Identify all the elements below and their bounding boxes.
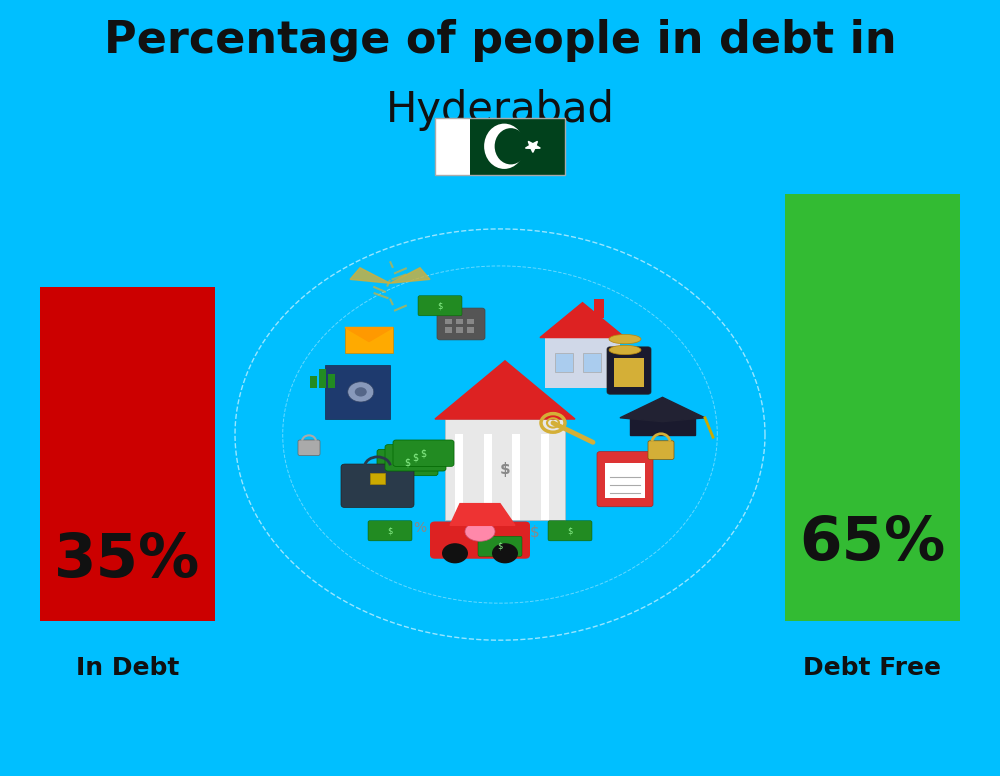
FancyBboxPatch shape xyxy=(393,440,454,466)
Polygon shape xyxy=(350,268,390,283)
FancyBboxPatch shape xyxy=(345,327,393,353)
FancyBboxPatch shape xyxy=(377,449,438,476)
FancyBboxPatch shape xyxy=(298,440,320,456)
FancyBboxPatch shape xyxy=(545,338,620,388)
FancyBboxPatch shape xyxy=(455,435,463,520)
Text: $: $ xyxy=(530,524,540,539)
FancyBboxPatch shape xyxy=(785,194,960,621)
FancyBboxPatch shape xyxy=(470,118,565,175)
FancyBboxPatch shape xyxy=(478,536,522,556)
Circle shape xyxy=(355,387,367,397)
FancyBboxPatch shape xyxy=(648,441,674,459)
Text: $: $ xyxy=(497,542,503,551)
Ellipse shape xyxy=(465,522,495,542)
FancyBboxPatch shape xyxy=(430,521,530,559)
Text: $: $ xyxy=(412,453,418,462)
FancyBboxPatch shape xyxy=(368,521,412,541)
Ellipse shape xyxy=(484,123,524,169)
Text: $: $ xyxy=(420,449,426,458)
FancyBboxPatch shape xyxy=(385,445,446,471)
FancyBboxPatch shape xyxy=(541,435,549,520)
Text: Hyderabad: Hyderabad xyxy=(386,89,614,131)
Ellipse shape xyxy=(495,128,527,165)
FancyBboxPatch shape xyxy=(467,319,474,324)
FancyBboxPatch shape xyxy=(456,319,463,324)
Ellipse shape xyxy=(609,345,641,355)
FancyBboxPatch shape xyxy=(328,374,335,388)
FancyBboxPatch shape xyxy=(437,308,485,340)
Text: $: $ xyxy=(387,526,393,535)
FancyBboxPatch shape xyxy=(370,473,385,484)
Text: $: $ xyxy=(567,526,573,535)
Circle shape xyxy=(492,543,518,563)
FancyBboxPatch shape xyxy=(597,452,653,507)
FancyBboxPatch shape xyxy=(484,435,492,520)
Polygon shape xyxy=(390,268,430,283)
Text: 65%: 65% xyxy=(799,514,946,573)
Ellipse shape xyxy=(609,356,641,365)
FancyBboxPatch shape xyxy=(445,327,452,333)
FancyBboxPatch shape xyxy=(555,353,573,372)
Text: $: $ xyxy=(404,458,410,467)
Polygon shape xyxy=(540,303,625,338)
Circle shape xyxy=(348,382,374,402)
FancyBboxPatch shape xyxy=(310,376,317,388)
Text: Debt Free: Debt Free xyxy=(803,656,941,680)
FancyBboxPatch shape xyxy=(341,464,414,508)
FancyBboxPatch shape xyxy=(512,435,520,520)
Text: %: % xyxy=(634,409,646,421)
Text: $: $ xyxy=(500,462,510,477)
Polygon shape xyxy=(450,504,515,525)
FancyBboxPatch shape xyxy=(435,118,470,175)
FancyBboxPatch shape xyxy=(594,299,604,318)
Text: $: $ xyxy=(437,301,443,310)
FancyBboxPatch shape xyxy=(605,463,645,498)
Polygon shape xyxy=(525,141,540,152)
FancyBboxPatch shape xyxy=(445,319,452,324)
Polygon shape xyxy=(345,327,393,341)
Ellipse shape xyxy=(609,334,641,344)
FancyBboxPatch shape xyxy=(418,296,462,316)
FancyBboxPatch shape xyxy=(319,369,326,388)
FancyBboxPatch shape xyxy=(614,358,644,387)
Polygon shape xyxy=(620,397,705,421)
Text: In Debt: In Debt xyxy=(76,656,179,680)
FancyBboxPatch shape xyxy=(40,287,215,621)
Text: Percentage of people in debt in: Percentage of people in debt in xyxy=(104,19,896,62)
Polygon shape xyxy=(630,417,695,435)
FancyBboxPatch shape xyxy=(445,419,565,520)
FancyBboxPatch shape xyxy=(548,521,592,541)
Polygon shape xyxy=(435,361,575,419)
Text: 35%: 35% xyxy=(54,532,201,591)
FancyBboxPatch shape xyxy=(456,327,463,333)
FancyBboxPatch shape xyxy=(325,365,390,419)
FancyBboxPatch shape xyxy=(583,353,601,372)
FancyBboxPatch shape xyxy=(607,347,651,394)
Text: %: % xyxy=(413,521,427,535)
FancyBboxPatch shape xyxy=(467,327,474,333)
Circle shape xyxy=(442,543,468,563)
